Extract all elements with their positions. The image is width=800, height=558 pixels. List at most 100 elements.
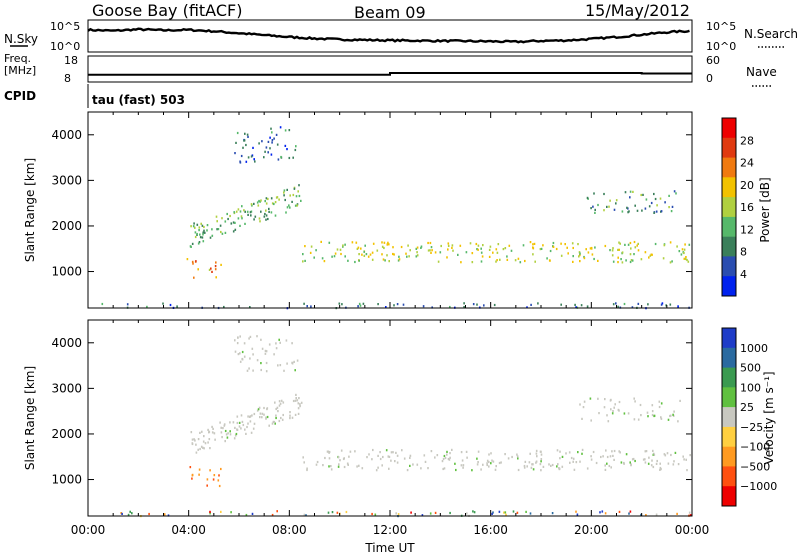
scatter-cell [581,417,583,420]
scatter-cell [524,460,527,463]
scatter-cell [574,303,576,306]
scatter-cell [235,210,238,213]
scatter-cell [409,454,412,457]
scatter-cell [385,306,387,309]
scatter-cell [292,399,295,403]
scatter-cell [628,512,630,515]
scatter-cell [247,415,249,418]
scatter-cell [340,252,342,256]
scatter-cell [559,450,561,453]
scatter-cell [363,254,366,257]
scatter-cell [402,303,405,306]
scatter-cell [653,414,655,418]
scatter-cell [473,511,476,514]
scatter-cell [210,267,212,270]
scatter-cell [683,248,686,251]
scatter-cell [291,361,293,364]
scatter-cell [660,416,662,419]
scatter-cell [341,303,343,306]
scatter-cell [260,368,262,372]
scatter-cell [642,193,644,196]
scatter-cell [442,467,444,471]
scatter-cell [250,210,253,213]
scatter-cell [586,305,589,308]
scatter-cell [475,242,478,246]
scatter-cell [594,246,596,249]
scatter-cell [576,513,579,516]
scatter-cell [420,246,422,249]
scatter-cell [506,258,509,261]
scatter-cell [277,410,279,413]
scatter-cell [121,512,123,515]
scatter-cell [240,414,243,417]
scatter-cell [688,243,691,246]
scatter-cell [447,242,450,245]
scatter-cell [291,416,294,419]
scatter-cell [429,249,431,252]
scatter-cell [224,440,226,443]
ytick-label: 1000 [51,265,82,279]
scatter-cell [604,464,606,467]
colorbar-segment [722,446,736,467]
scatter-cell [214,438,216,441]
colorbar-segment [722,256,736,277]
scatter-cell [258,217,261,220]
scatter-cell [673,190,676,193]
scatter-cell [234,152,236,155]
scatter-cell [101,302,104,306]
scatter-cell [606,462,608,465]
scatter-cell [369,253,372,256]
scatter-cell [623,302,626,306]
scatter-cell [471,469,473,472]
scatter-cell [560,242,562,245]
scatter-cell [331,255,333,258]
scatter-cell [629,461,631,464]
scatter-cell [129,510,131,513]
scatter-cell [249,357,251,360]
scatter-cell [620,461,623,464]
scatter-cell [270,127,272,130]
scatter-cell [396,303,399,306]
scatter-cell [540,453,543,456]
nave-tick-bottom: 0 [706,72,713,85]
scatter-cell [534,260,536,263]
scatter-cell [299,403,301,406]
scatter-cell [668,206,670,209]
scatter-cell [327,511,330,514]
scatter-cell [644,450,647,453]
scatter-cell [192,225,195,228]
scatter-cell [663,244,666,247]
scatter-cell [496,259,498,262]
scatter-cell [581,448,584,451]
scatter-cell [279,126,282,129]
scatter-cell [471,252,474,255]
scatter-cell [392,252,394,256]
scatter-cell [258,199,260,203]
scatter-cell [296,399,299,402]
scatter-cell [398,258,401,261]
scatter-cell [451,244,454,247]
scatter-cell [572,246,574,250]
scatter-cell [660,417,663,420]
scatter-cell [254,160,256,163]
scatter-cell [615,199,618,202]
scatter-cell [652,449,654,452]
scatter-cell [523,466,526,469]
scatter-cell [451,448,453,451]
scatter-cell [298,184,300,187]
scatter-cell [597,203,599,207]
scatter-cell [608,205,610,208]
scatter-cell [251,204,253,207]
scatter-cell [536,455,538,458]
scatter-cell [250,203,253,206]
scatter-cell [394,460,396,463]
scatter-cell [665,304,667,307]
scatter-cell [260,199,262,202]
scatter-cell [462,464,465,467]
scatter-cell [343,465,346,469]
scatter-cell [613,406,615,409]
scatter-cell [434,511,437,514]
scatter-cell [234,426,236,429]
xtick-label: 00:00 [675,523,710,537]
scatter-cell [286,362,288,365]
